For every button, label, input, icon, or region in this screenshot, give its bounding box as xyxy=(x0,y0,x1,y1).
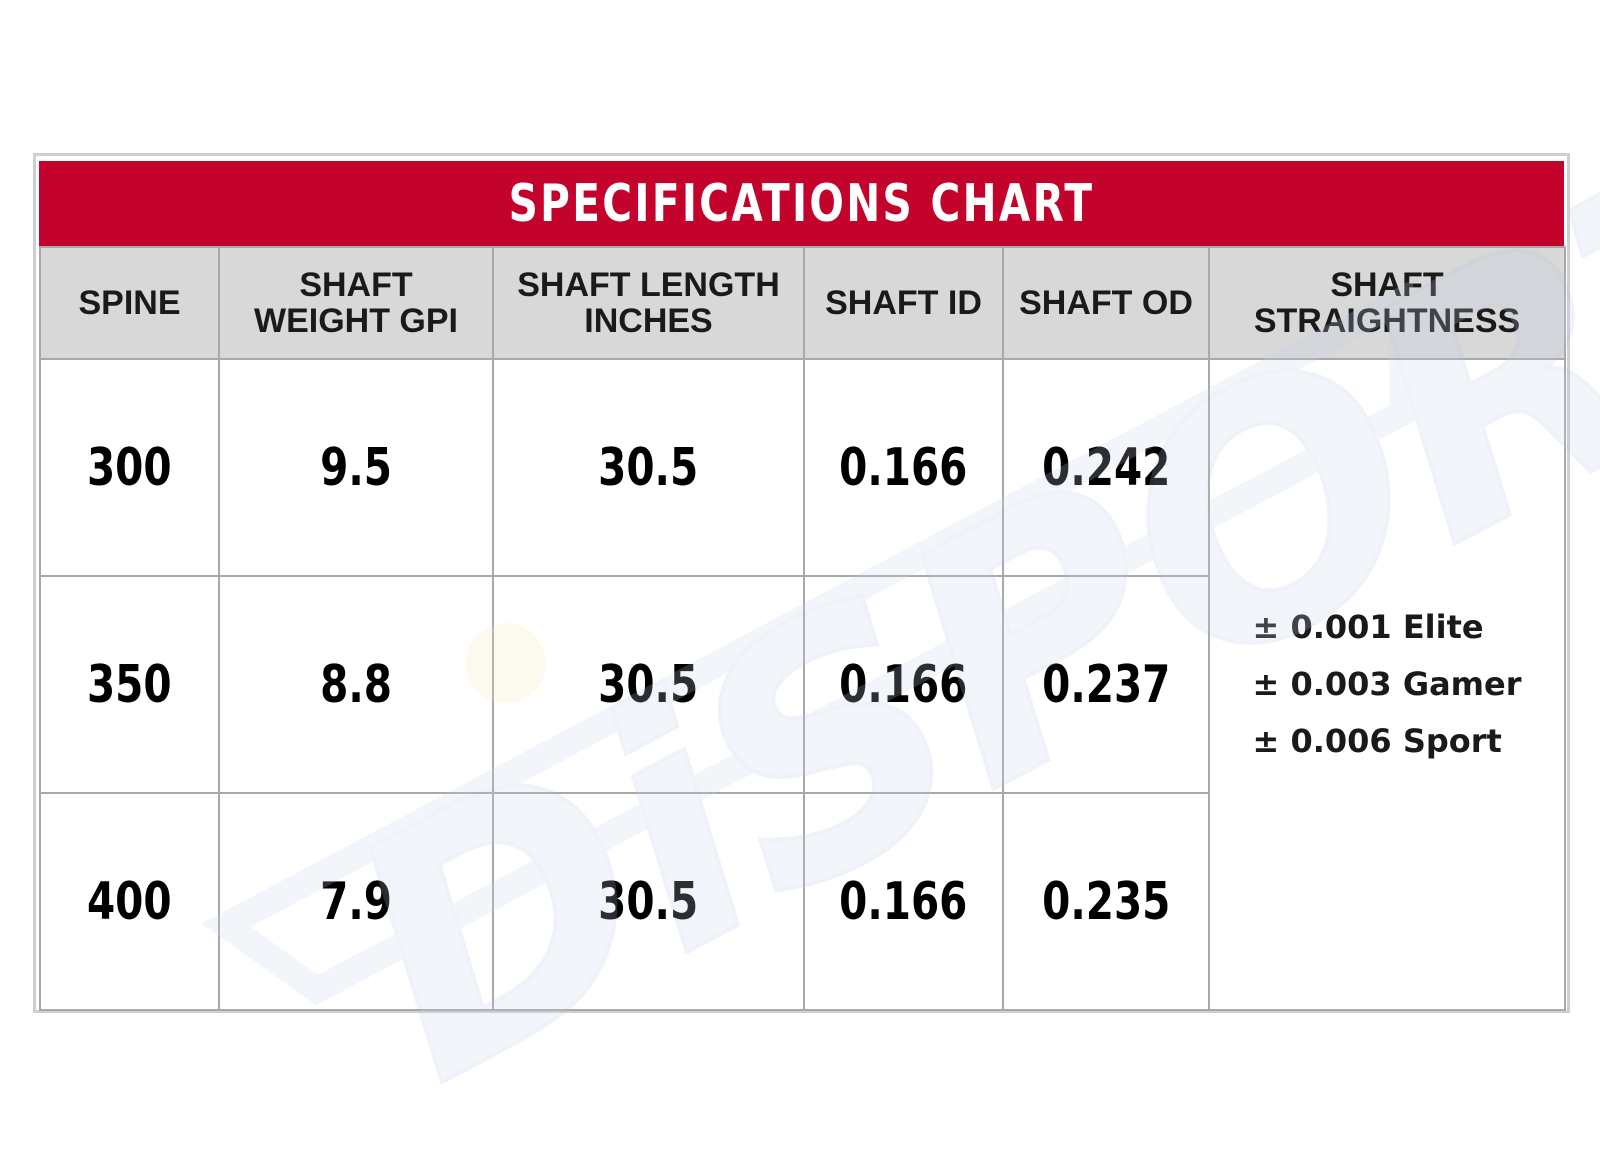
table-row: 400 7.9 30.5 0.166 0.235 xyxy=(39,792,1565,1011)
cell-straightness: ± 0.001 Elite ± 0.003 Gamer ± 0.006 Spor… xyxy=(1208,358,1566,1011)
specifications-chart: SPECIFICATIONS CHART SPINE SHAFT WEIGHT G… xyxy=(33,153,1570,1013)
cell-shaft-id: 0.166 xyxy=(803,792,1004,1011)
header-shaft-length-inches: SHAFT LENGTH INCHES xyxy=(492,246,805,360)
cell-weight: 9.5 xyxy=(218,358,494,577)
cell-shaft-od: 0.237 xyxy=(1002,575,1210,794)
cell-weight: 8.8 xyxy=(218,575,494,794)
straightness-sport: ± 0.006 Sport xyxy=(1252,722,1502,760)
cell-spine: 400 xyxy=(39,792,220,1011)
chart-title: SPECIFICATIONS CHART xyxy=(508,173,1095,234)
cell-shaft-od: 0.242 xyxy=(1002,358,1210,577)
cell-spine: 350 xyxy=(39,575,220,794)
specifications-table: SPINE SHAFT WEIGHT GPI SHAFT LENGTH INCHES… xyxy=(39,246,1566,1011)
straightness-list: ± 0.001 Elite ± 0.003 Gamer ± 0.006 Spor… xyxy=(1253,599,1522,770)
cell-shaft-od: 0.235 xyxy=(1002,792,1210,1011)
cell-shaft-id: 0.166 xyxy=(803,358,1004,577)
header-shaft-weight-gpi: SHAFT WEIGHT GPI xyxy=(218,246,494,360)
table-row: 350 8.8 30.5 0.166 0.237 xyxy=(39,575,1565,794)
header-shaft-id: SHAFT ID xyxy=(803,246,1004,360)
chart-title-bar: SPECIFICATIONS CHART xyxy=(39,161,1564,246)
header-spine: SPINE xyxy=(39,246,220,360)
cell-spine: 300 xyxy=(39,358,220,577)
cell-weight: 7.9 xyxy=(218,792,494,1011)
cell-length: 30.5 xyxy=(492,575,805,794)
cell-length: 30.5 xyxy=(492,792,805,1011)
cell-shaft-id: 0.166 xyxy=(803,575,1004,794)
table-row: 300 9.5 30.5 0.166 0.242 ± 0.001 Elite ±… xyxy=(39,358,1566,1011)
straightness-elite: ± 0.001 Elite xyxy=(1252,608,1484,646)
header-shaft-straightness: SHAFT STRAIGHTNESS xyxy=(1208,246,1566,360)
cell-length: 30.5 xyxy=(492,358,805,577)
header-shaft-od: SHAFT OD xyxy=(1002,246,1210,360)
straightness-gamer: ± 0.003 Gamer xyxy=(1252,665,1522,703)
header-row: SPINE SHAFT WEIGHT GPI SHAFT LENGTH INCHES… xyxy=(39,246,1566,360)
